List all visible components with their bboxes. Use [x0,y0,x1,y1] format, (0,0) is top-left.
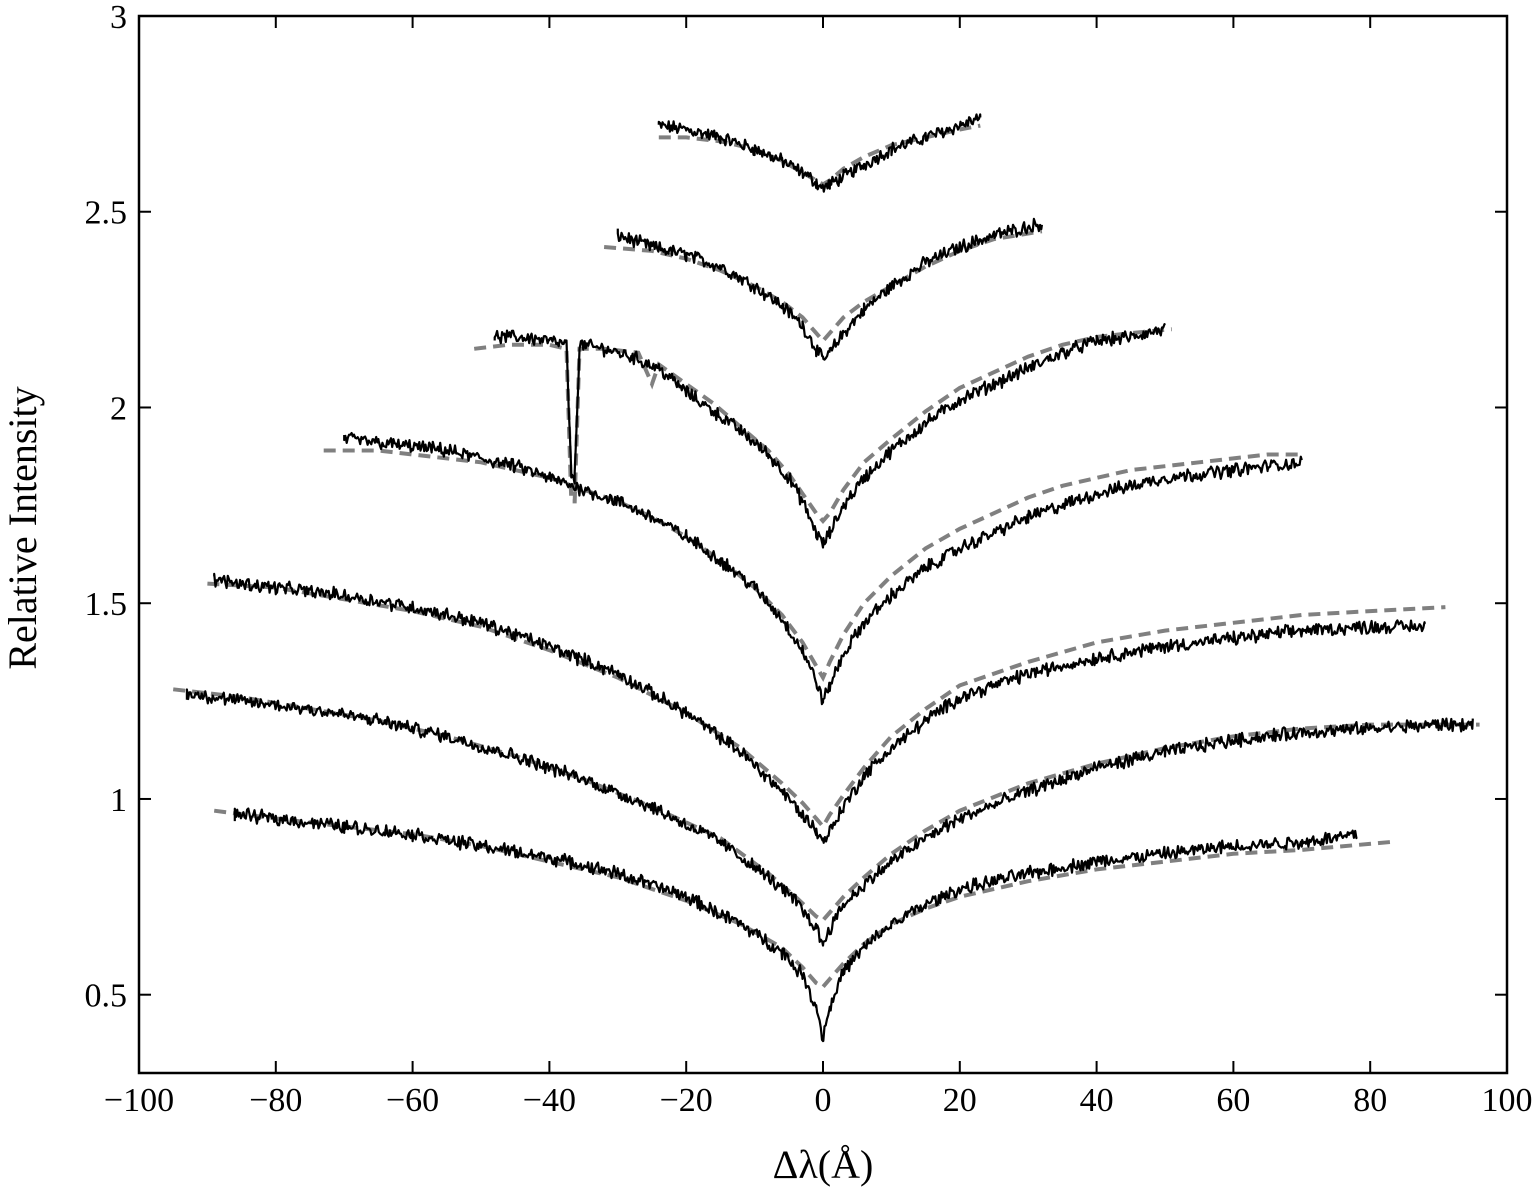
y-tick-label: 3 [110,0,127,36]
x-tick-label: −80 [249,1082,302,1119]
x-tick-label: 0 [815,1082,832,1119]
x-tick-label: −100 [104,1082,174,1119]
fit-curve-6 [172,687,1480,923]
series-layer [172,113,1480,1043]
y-tick-label: 1.5 [85,586,128,623]
x-tick-label: −20 [660,1082,713,1119]
y-tick-label: 0.5 [85,978,128,1015]
x-tick-label: −60 [386,1082,439,1119]
fit-curve-2 [603,229,1043,344]
observed-spectrum-5 [213,572,1426,844]
y-tick-label: 1 [110,782,127,819]
fit-curve-3 [473,327,1172,525]
x-tick-label: 40 [1080,1082,1114,1119]
fit-curve-4 [323,448,1302,683]
x-tick-label: 100 [1482,1082,1533,1119]
x-tick-label: 80 [1353,1082,1387,1119]
x-axis-title: Δλ(Å) [773,1142,874,1187]
y-tick-label: 2 [110,390,127,427]
observed-spectrum-4 [343,431,1303,706]
observed-spectrum-6 [185,688,1474,947]
x-tick-label: 60 [1216,1082,1250,1119]
observed-spectrum-1 [657,113,982,193]
y-tick-label: 2.5 [85,195,128,232]
y-axis-title: Relative Intensity [0,386,45,669]
observed-spectrum-7 [233,807,1358,1043]
tick-layer: −100 −80 −60 −40 −20 0 20 40 60 80 100 0.5 1 1.5 2 2.5 3 [85,0,1533,1119]
fit-curve-7 [213,808,1391,990]
observed-spectrum-2 [616,217,1043,361]
fit-curve-5 [207,581,1446,830]
observed-spectrum-3 [493,323,1166,549]
x-tick-label: −40 [523,1082,576,1119]
x-tick-label: 20 [943,1082,977,1119]
